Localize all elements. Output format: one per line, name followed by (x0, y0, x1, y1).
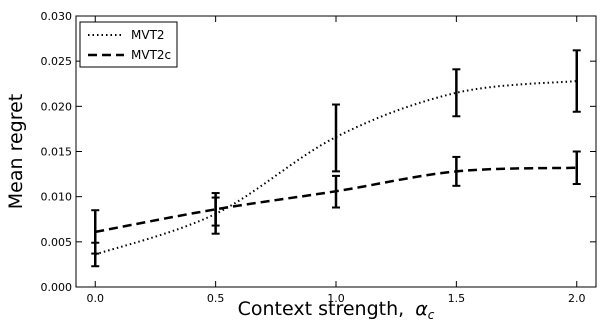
x-tick-label: 0.0 (87, 292, 105, 305)
axis-ticks: 0.0 0.5 1.0 1.5 2.0 0.000 0.005 0.010 0.015 0.020… (41, 10, 596, 305)
y-tick-label: 0.000 (41, 281, 73, 294)
x-tick-label: 0.5 (207, 292, 225, 305)
x-tick-label: 2.0 (568, 292, 586, 305)
x-axis-label: Context strength, αc (238, 298, 435, 322)
y-tick-label: 0.005 (41, 236, 73, 249)
y-tick-label: 0.010 (41, 191, 73, 204)
legend: MVT2 MVT2c (79, 21, 178, 68)
y-tick-label: 0.020 (41, 100, 73, 113)
y-axis-label: Mean regret (5, 94, 27, 209)
x-axis-label-subscript: c (428, 308, 435, 322)
legend-label-mvt2c: MVT2c (131, 48, 171, 62)
legend-label-mvt2: MVT2 (131, 28, 165, 42)
x-axis-label-text: Context strength, (238, 298, 405, 320)
y-tick-label: 0.015 (41, 146, 73, 159)
x-axis-label-symbol: α (415, 298, 428, 320)
y-tick-label: 0.025 (41, 55, 73, 68)
x-tick-label: 1.0 (327, 292, 345, 305)
y-tick-label: 0.030 (41, 10, 73, 23)
plot-area (91, 49, 581, 268)
legend-box (79, 21, 178, 68)
x-tick-label: 1.5 (448, 292, 466, 305)
